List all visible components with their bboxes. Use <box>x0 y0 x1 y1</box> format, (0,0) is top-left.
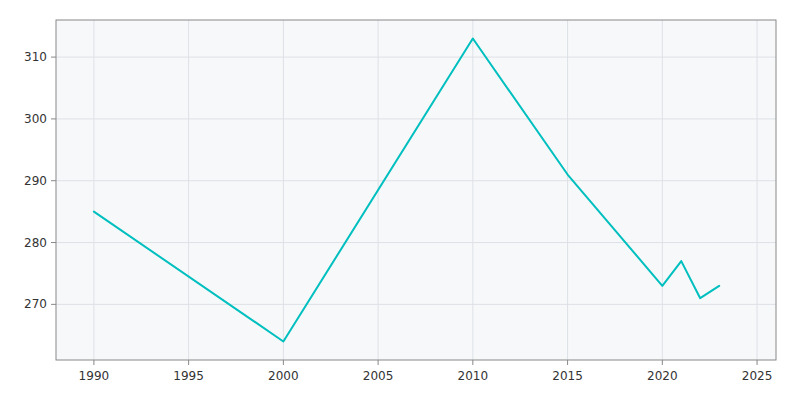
x-tick-label: 2015 <box>552 369 583 383</box>
x-grid-line <box>283 20 284 360</box>
plot-area <box>56 20 776 360</box>
y-grid-line <box>56 57 776 58</box>
x-tick-label: 2010 <box>458 369 489 383</box>
x-tick <box>472 360 473 365</box>
x-tick <box>378 360 379 365</box>
x-tick-label: 1990 <box>79 369 110 383</box>
chart-container: 1990 1995 2000 2005 2010 2015 2020 2025 270 280 29… <box>0 0 800 400</box>
x-grid-line <box>472 20 473 360</box>
grid <box>56 20 776 360</box>
x-grid-line <box>567 20 568 360</box>
x-tick <box>757 360 758 365</box>
y-grid-line <box>56 118 776 119</box>
x-tick-label: 2020 <box>647 369 678 383</box>
y-tick <box>51 118 56 119</box>
x-grid-line <box>93 20 94 360</box>
y-tick-label: 270 <box>24 297 47 311</box>
x-tick <box>188 360 189 365</box>
x-tick-label: 2000 <box>268 369 299 383</box>
y-tick <box>51 57 56 58</box>
x-tick <box>93 360 94 365</box>
x-tick-label: 2025 <box>742 369 773 383</box>
x-tick-label: 1995 <box>173 369 204 383</box>
data-layer <box>94 39 719 342</box>
y-tick-label: 300 <box>24 112 47 126</box>
x-grid-line <box>188 20 189 360</box>
y-tick <box>51 180 56 181</box>
x-tick <box>567 360 568 365</box>
y-grid-line <box>56 304 776 305</box>
y-tick-label: 290 <box>24 174 47 188</box>
x-grid-line <box>757 20 758 360</box>
y-tick-label: 310 <box>24 50 47 64</box>
axes: 1990 1995 2000 2005 2010 2015 2020 2025 270 280 29… <box>24 50 772 383</box>
chart-svg: 1990 1995 2000 2005 2010 2015 2020 2025 270 280 29… <box>0 0 800 400</box>
x-tick <box>662 360 663 365</box>
data-line <box>94 39 719 342</box>
y-tick-label: 280 <box>24 236 47 250</box>
y-grid-line <box>56 180 776 181</box>
y-tick <box>51 242 56 243</box>
y-tick <box>51 304 56 305</box>
x-tick <box>283 360 284 365</box>
plot-frame <box>56 20 776 360</box>
y-grid-line <box>56 242 776 243</box>
x-grid-line <box>662 20 663 360</box>
x-tick-label: 2005 <box>363 369 394 383</box>
